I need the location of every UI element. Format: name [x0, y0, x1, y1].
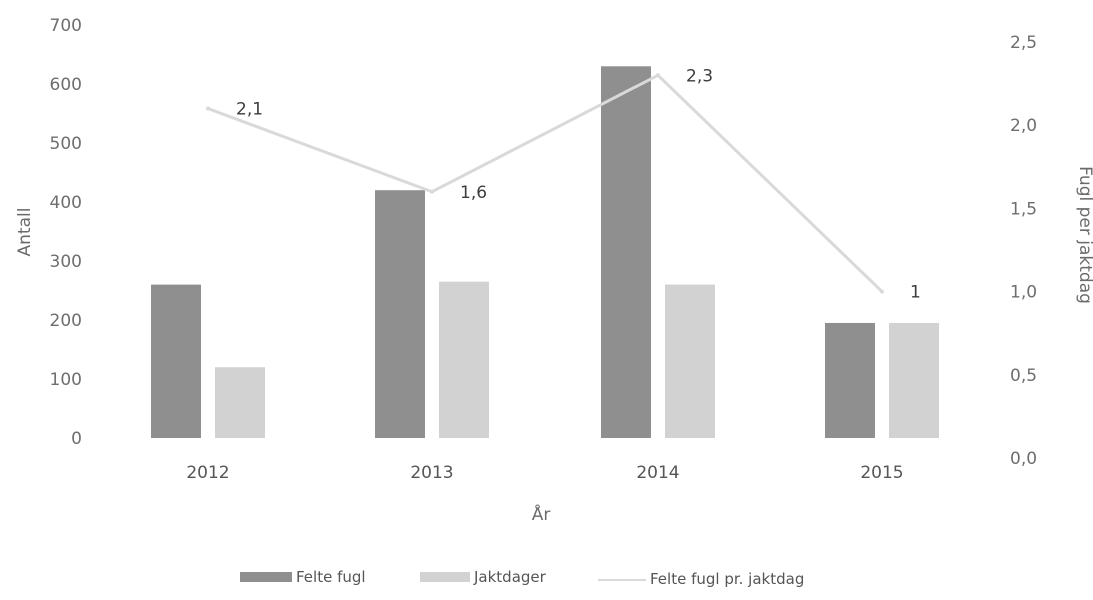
y-tick-label: 700	[50, 16, 82, 36]
y2-axis-title: Fugl per jaktdag	[1075, 166, 1093, 304]
bar-jaktdager	[215, 367, 265, 438]
legend-label-felte-fugl: Felte fugl	[296, 568, 366, 586]
y2-tick-label: 2,0	[1010, 116, 1037, 136]
y2-tick-label: 0,0	[1010, 449, 1037, 469]
bar-felte-fugl	[375, 190, 425, 438]
x-axis-title: År	[532, 503, 551, 525]
x-tick-label: 2015	[860, 463, 903, 483]
legend-label-felte-fugl-pr-jaktdag: Felte fugl pr. jaktdag	[650, 570, 804, 588]
line-data-label: 1	[910, 283, 921, 303]
x-tick-label: 2012	[186, 463, 229, 483]
y-tick-label: 200	[50, 311, 82, 331]
y-tick-label: 300	[50, 252, 82, 272]
legend-swatch-jaktdager	[420, 572, 470, 582]
line-series: 2,1 1,6 2,3 1	[206, 66, 921, 303]
x-tick-label: 2014	[636, 463, 679, 483]
bar-jaktdager	[889, 322, 939, 438]
y2-tick-label: 1,0	[1010, 283, 1037, 303]
legend-swatch-felte-fugl	[240, 572, 292, 582]
line-data-label: 1,6	[460, 183, 487, 203]
bar-jaktdager	[439, 281, 489, 438]
x-axis-ticks: 2012 2013 2014 2015	[186, 463, 903, 483]
y-tick-label: 0	[71, 429, 82, 449]
bar-felte-fugl	[825, 322, 875, 438]
y2-tick-label: 0,5	[1010, 366, 1037, 386]
line-point	[656, 73, 660, 78]
y-axis-title: Antall	[15, 208, 35, 257]
line-point	[206, 106, 210, 111]
bar-jaktdager	[665, 284, 715, 438]
line-point	[430, 189, 434, 194]
y-tick-label: 600	[50, 75, 82, 95]
line-point	[880, 289, 884, 294]
line-data-label: 2,1	[236, 100, 263, 120]
bar-series	[151, 66, 939, 439]
x-tick-label: 2013	[410, 463, 453, 483]
bar-felte-fugl	[151, 284, 201, 438]
y2-axis-ticks: 0,0 0,5 1,0 1,5 2,0 2,5	[1010, 33, 1037, 469]
y-tick-label: 400	[50, 193, 82, 213]
y2-tick-label: 2,5	[1010, 33, 1037, 53]
y-tick-label: 500	[50, 134, 82, 154]
legend: Felte fugl Jaktdager Felte fugl pr. jakt…	[240, 568, 804, 588]
line-data-label: 2,3	[686, 66, 713, 86]
y-axis-ticks: 0 100 200 300 400 500 600 700	[50, 16, 82, 449]
legend-label-jaktdager: Jaktdager	[473, 568, 547, 586]
line-felte-fugl-pr-jaktdag	[207, 73, 884, 293]
bar-felte-fugl	[601, 66, 651, 439]
y-tick-label: 100	[50, 370, 82, 390]
y2-tick-label: 1,5	[1010, 199, 1037, 219]
